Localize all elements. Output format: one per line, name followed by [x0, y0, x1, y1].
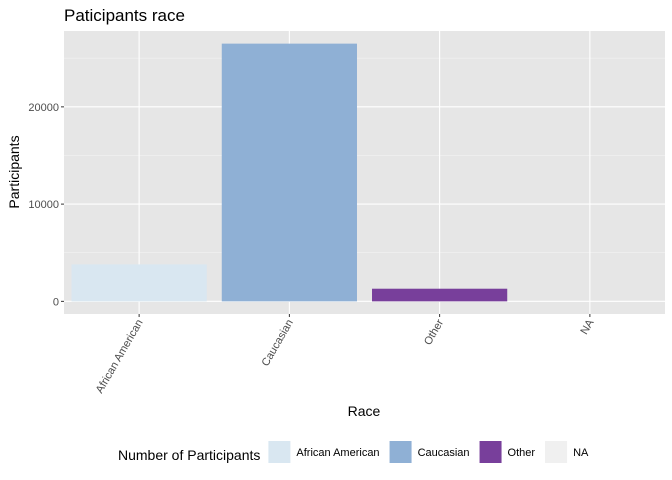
legend-title: Number of Participants	[118, 447, 260, 463]
x-tick-label: NA	[578, 317, 596, 337]
y-tick-label: 0	[53, 296, 59, 308]
y-axis-ticks: 0 10000 20000	[28, 102, 64, 308]
bars	[71, 43, 508, 302]
bar-other	[372, 288, 508, 302]
x-tick-label: African American	[94, 318, 146, 396]
x-axis-ticks: African American Caucasian Other NA	[94, 314, 597, 396]
legend-key	[389, 441, 412, 463]
legend-label: Caucasian	[418, 447, 470, 459]
x-tick-label: Caucasian	[260, 318, 296, 369]
x-axis-title: Race	[348, 403, 381, 419]
y-tick-label: 10000	[28, 199, 59, 211]
legend-label: Other	[508, 447, 536, 459]
legend: Number of Participants African American C…	[118, 441, 589, 463]
legend-key	[268, 441, 291, 463]
y-axis-title: Participants	[6, 135, 22, 208]
legend-key	[479, 441, 502, 463]
legend-key	[545, 441, 568, 463]
legend-label: African American	[296, 447, 379, 459]
legend-items: African American Caucasian Other NA	[268, 441, 589, 463]
y-tick-label: 20000	[28, 102, 59, 114]
legend-label: NA	[573, 447, 589, 459]
chart-title: Paticipants race	[64, 6, 185, 25]
bar-african-american	[71, 264, 207, 302]
bar-caucasian	[221, 43, 357, 302]
x-tick-label: Other	[422, 317, 446, 347]
